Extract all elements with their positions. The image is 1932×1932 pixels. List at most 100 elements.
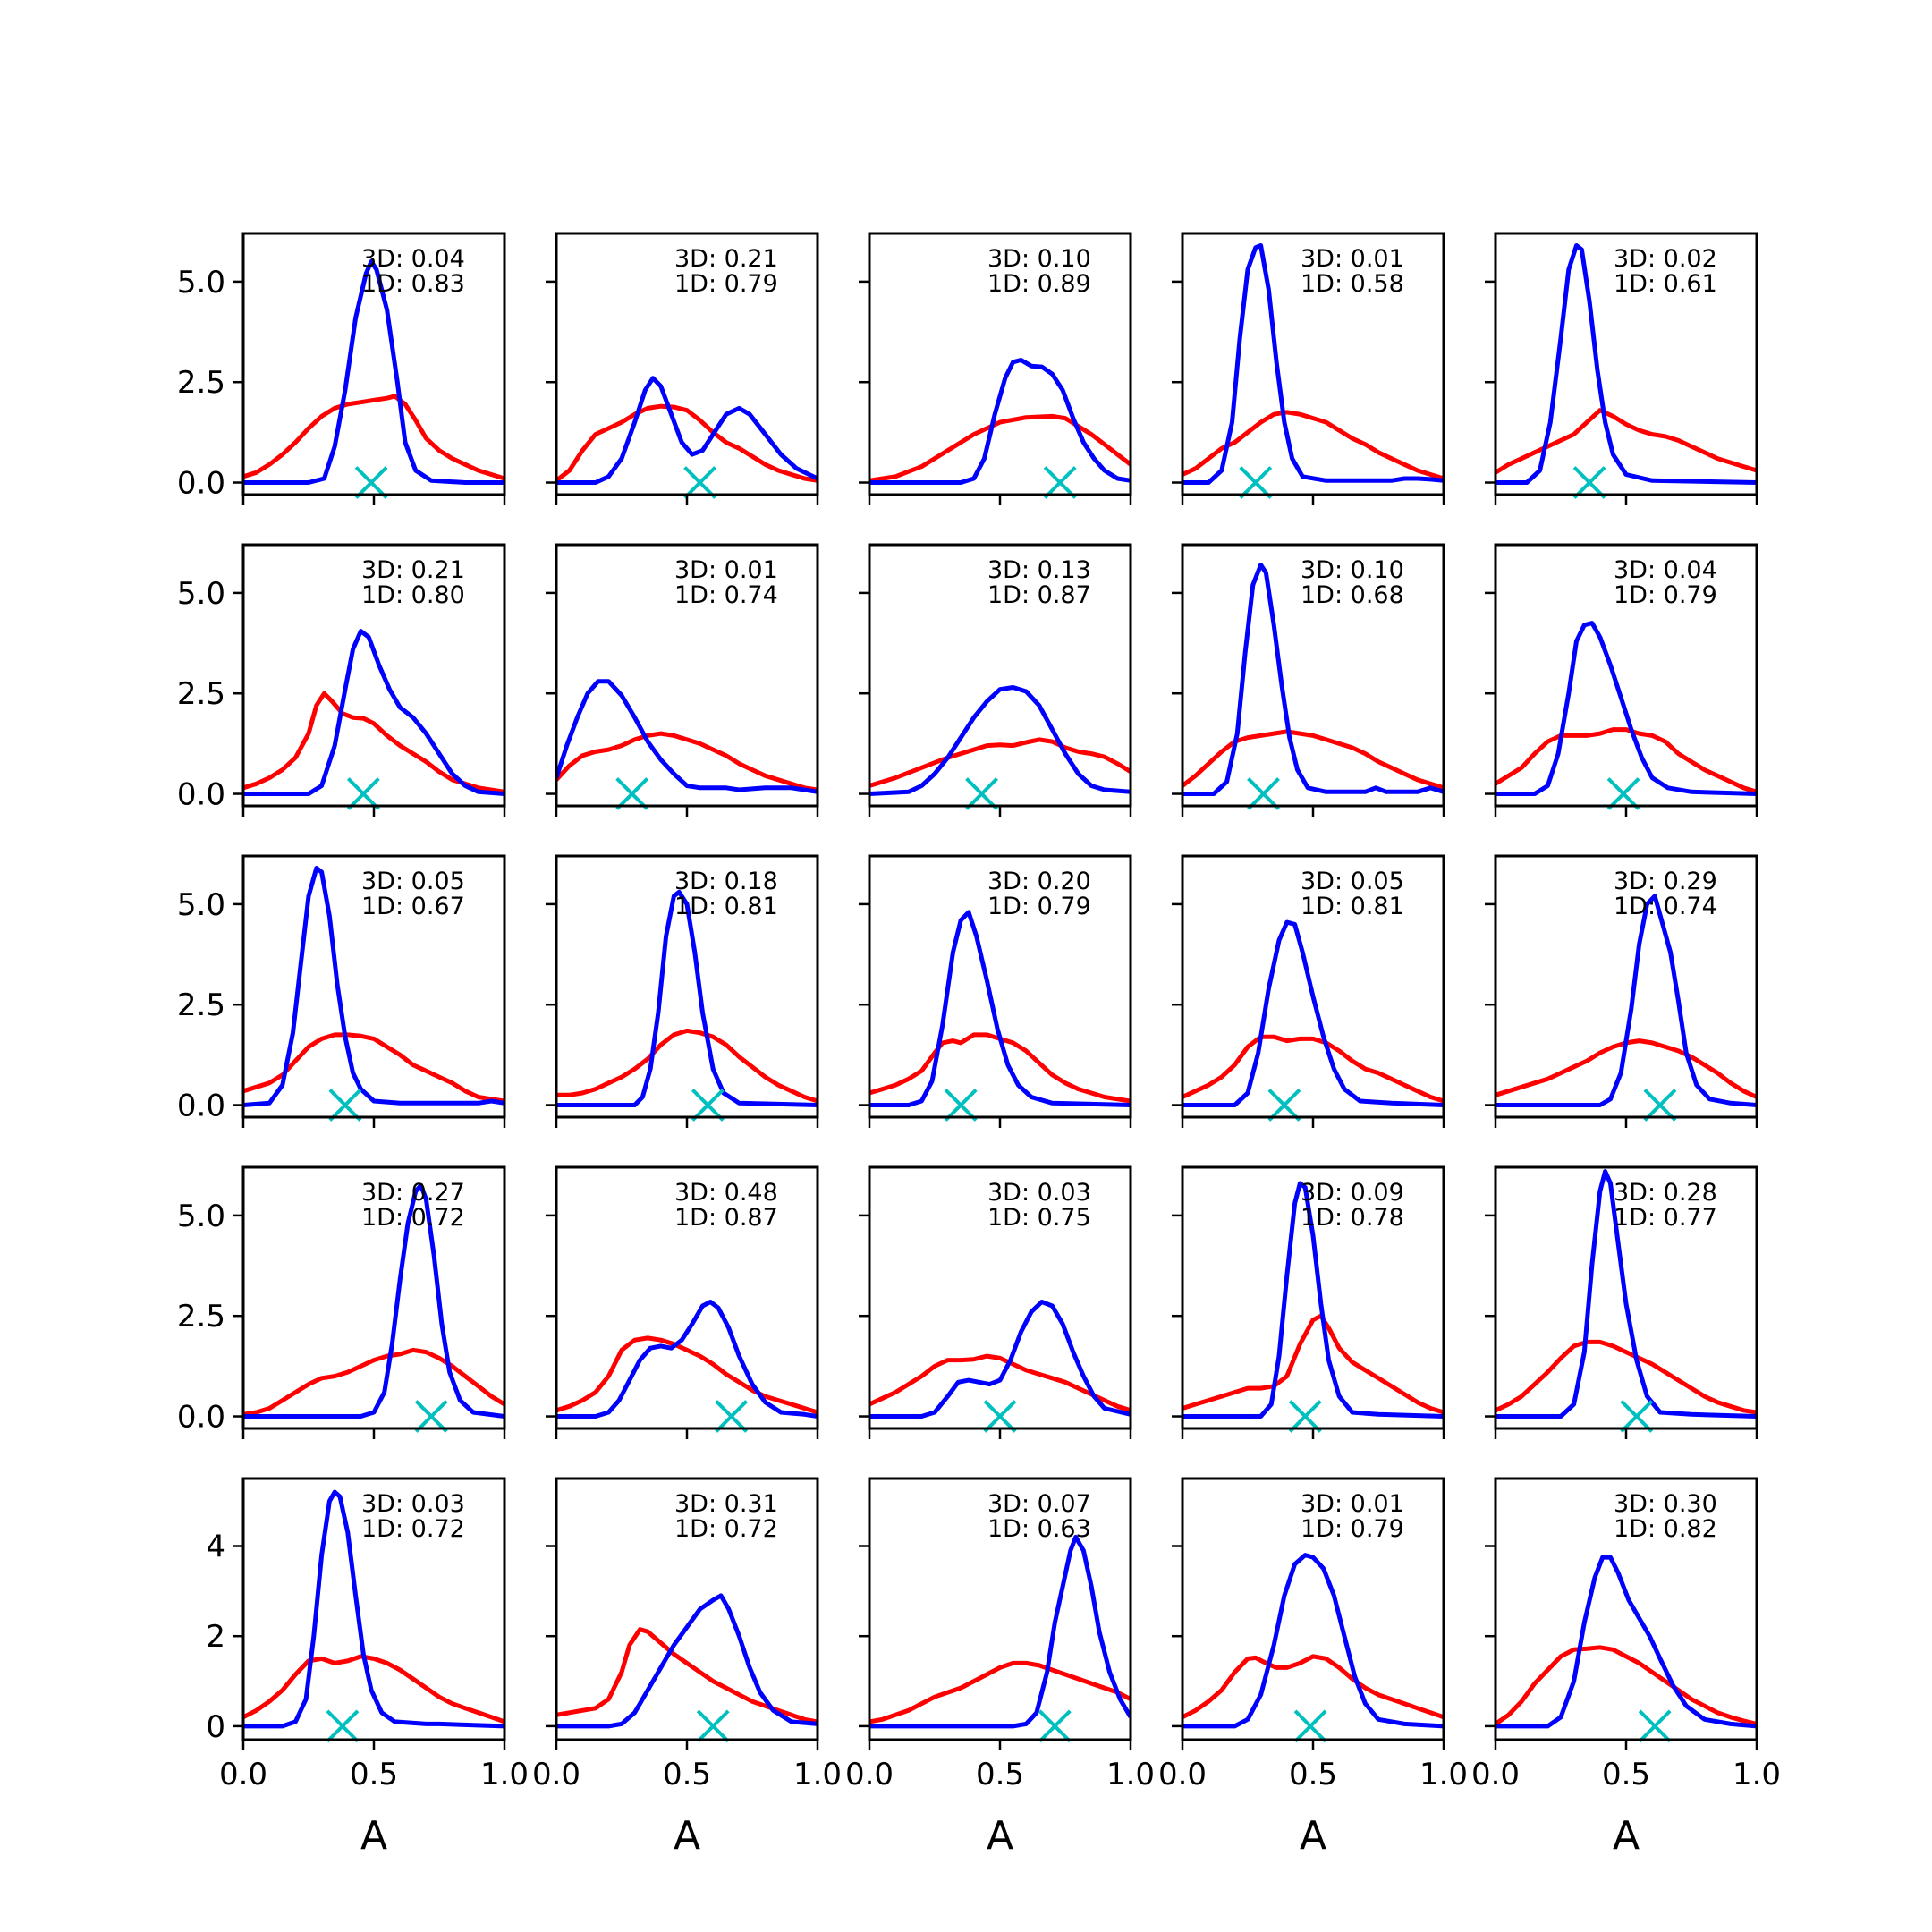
x-marker [328, 1089, 362, 1122]
series-blue-line [869, 1534, 1131, 1729]
x-axis-label: A [360, 1813, 387, 1859]
y-tick-label: 2.5 [177, 987, 225, 1023]
series-blue-line [243, 258, 504, 485]
x-marker [1293, 1709, 1327, 1743]
annotation-1d: 1D: 0.72 [361, 1515, 465, 1543]
series-blue-line [869, 1300, 1131, 1419]
x-marker [691, 1089, 724, 1122]
series-blue-line [869, 685, 1131, 796]
series-red-line [1182, 1313, 1444, 1415]
y-tick-label: 0.0 [177, 1400, 225, 1436]
series-red-line [243, 394, 504, 481]
x-marker [1038, 1709, 1072, 1743]
series-blue-line [243, 866, 504, 1107]
x-marker [965, 777, 998, 810]
annotation-1d: 1D: 0.67 [361, 893, 465, 920]
annotation-3d: 3D: 0.04 [1614, 556, 1717, 584]
x-marker [983, 1400, 1017, 1433]
annotation-1d: 1D: 0.78 [1301, 1204, 1404, 1232]
series-blue-line [243, 629, 504, 796]
annotation-1d: 1D: 0.79 [674, 270, 778, 298]
series-blue-line [556, 1300, 818, 1419]
annotation-3d: 3D: 0.28 [1614, 1179, 1717, 1207]
x-tick-label: 0.5 [976, 1757, 1024, 1792]
annotation-3d: 3D: 0.07 [987, 1490, 1091, 1518]
annotation-3d: 3D: 0.01 [674, 556, 778, 584]
series-red-line [869, 1660, 1131, 1724]
annotation-1d: 1D: 0.75 [987, 1204, 1091, 1232]
annotation-1d: 1D: 0.72 [361, 1204, 465, 1232]
x-tick-label: 0.5 [1289, 1757, 1337, 1792]
series-blue-line [556, 679, 818, 794]
x-axis-label: A [987, 1813, 1013, 1859]
annotation-1d: 1D: 0.61 [1614, 270, 1717, 298]
series-red-line [556, 1028, 818, 1104]
series-blue-line [1182, 1181, 1444, 1419]
series-red-line [1182, 1034, 1444, 1104]
series-blue-line [1496, 1555, 1757, 1729]
x-axis-label: A [1300, 1813, 1326, 1859]
y-tick-label: 5.0 [177, 887, 225, 923]
annotation-1d: 1D: 0.80 [361, 581, 465, 609]
annotation-3d: 3D: 0.27 [361, 1179, 465, 1207]
series-red-line [243, 1654, 504, 1724]
x-tick-label: 1.0 [480, 1757, 529, 1792]
annotation-1d: 1D: 0.72 [674, 1515, 778, 1543]
x-axis-label: A [1613, 1813, 1640, 1859]
annotation-1d: 1D: 0.87 [987, 581, 1091, 609]
annotation-3d: 3D: 0.03 [987, 1179, 1091, 1207]
x-tick-label: 0.0 [845, 1757, 894, 1792]
series-red-line [1496, 1339, 1757, 1415]
y-tick-label: 5.0 [177, 576, 225, 612]
series-blue-line [1182, 919, 1444, 1107]
annotation-1d: 1D: 0.89 [987, 270, 1091, 298]
series-blue-line [556, 376, 818, 485]
annotation-1d: 1D: 0.77 [1614, 1204, 1717, 1232]
annotation-3d: 3D: 0.29 [1614, 868, 1717, 895]
x-marker [715, 1400, 749, 1433]
annotation-1d: 1D: 0.79 [1301, 1515, 1404, 1543]
annotation-1d: 1D: 0.79 [1614, 581, 1717, 609]
annotation-3d: 3D: 0.30 [1614, 1490, 1717, 1518]
x-tick-label: 0.5 [1602, 1757, 1650, 1792]
series-red-line [1182, 1654, 1444, 1720]
annotation-3d: 3D: 0.09 [1301, 1179, 1404, 1207]
series-red-line [869, 413, 1131, 483]
annotation-3d: 3D: 0.05 [1301, 868, 1404, 895]
series-red-line [243, 691, 504, 794]
annotation-1d: 1D: 0.74 [674, 581, 778, 609]
y-tick-label: 2 [206, 1619, 225, 1655]
annotation-3d: 3D: 0.01 [1301, 245, 1404, 273]
x-marker [683, 466, 717, 499]
series-blue-line [1182, 1553, 1444, 1729]
series-blue-line [243, 1182, 504, 1419]
x-marker [696, 1709, 730, 1743]
annotation-3d: 3D: 0.31 [674, 1490, 778, 1518]
series-red-line [869, 737, 1131, 788]
y-tick-label: 5.0 [177, 265, 225, 301]
x-marker [414, 1400, 448, 1433]
series-red-line [1496, 727, 1757, 794]
y-tick-label: 2.5 [177, 676, 225, 712]
x-tick-label: 1.0 [1733, 1757, 1781, 1792]
annotation-3d: 3D: 0.05 [361, 868, 465, 895]
x-tick-label: 0.0 [532, 1757, 580, 1792]
series-red-line [556, 731, 818, 792]
y-tick-label: 2.5 [177, 1299, 225, 1335]
series-blue-line [1496, 894, 1757, 1107]
